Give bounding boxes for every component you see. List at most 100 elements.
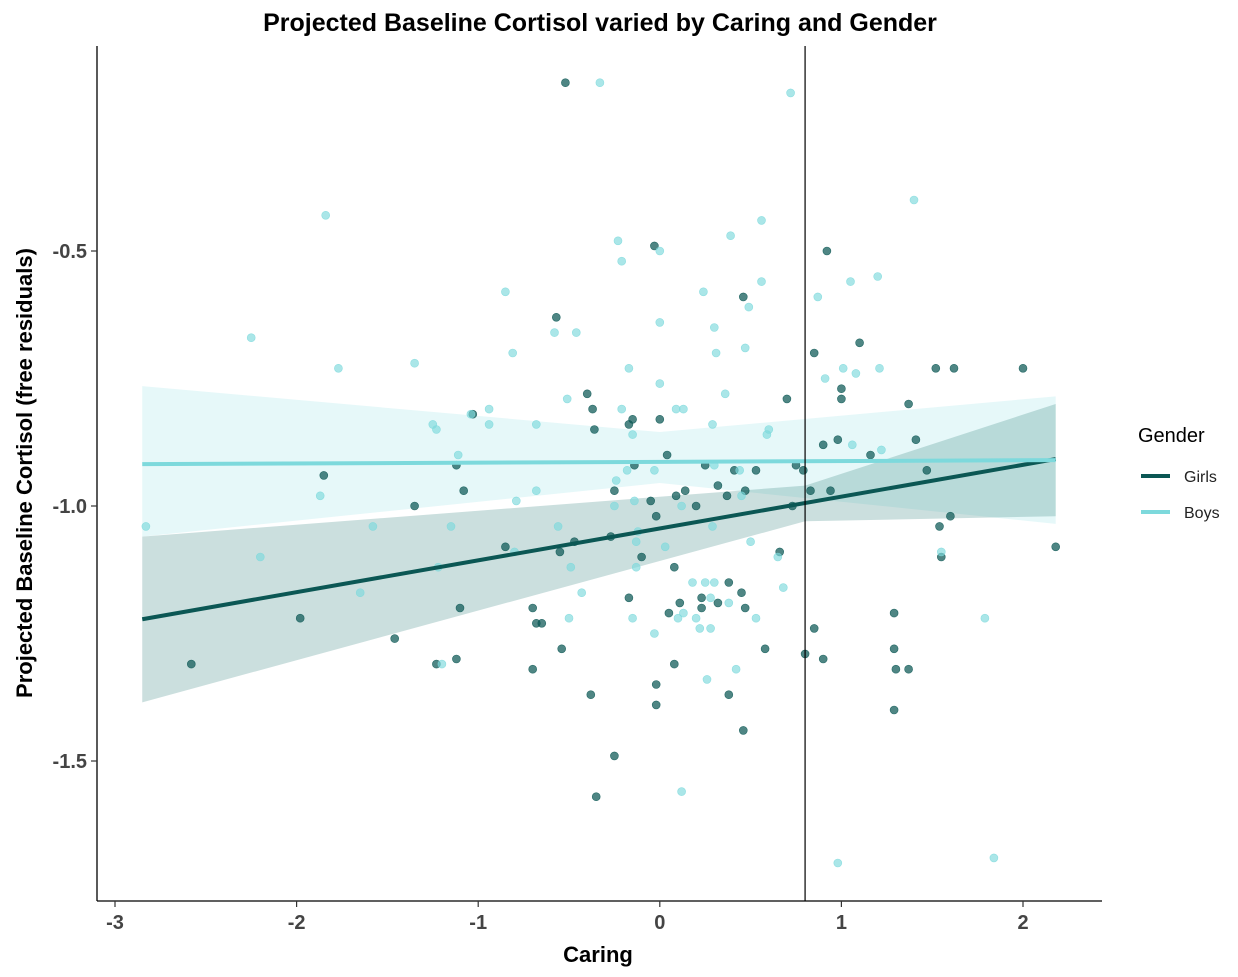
- data-point-girls: [722, 491, 732, 501]
- data-point-boys: [617, 256, 627, 266]
- data-point-boys: [737, 491, 746, 501]
- data-point-girls: [826, 486, 835, 496]
- data-point-boys: [677, 501, 686, 511]
- data-point-boys: [702, 675, 712, 684]
- data-point-boys: [735, 465, 745, 475]
- data-point-boys: [757, 216, 766, 225]
- data-point-girls: [1018, 363, 1028, 373]
- fit-lines: [141, 457, 1057, 622]
- data-point-girls: [390, 634, 400, 643]
- data-point-boys: [613, 236, 623, 246]
- data-point-boys: [630, 496, 639, 506]
- data-point-boys: [315, 491, 325, 501]
- data-point-boys: [706, 593, 715, 603]
- data-point-boys: [246, 333, 256, 343]
- data-point-girls: [588, 404, 597, 414]
- data-point-girls: [664, 608, 674, 618]
- data-point-girls: [669, 562, 679, 572]
- data-point-girls: [586, 690, 596, 700]
- data-point-girls: [697, 593, 706, 603]
- data-point-girls: [582, 389, 592, 399]
- data-point-boys: [724, 598, 734, 608]
- data-point-girls: [557, 644, 567, 654]
- data-point-boys: [368, 522, 378, 531]
- data-point-boys: [611, 476, 621, 485]
- fit-line-girls: [141, 457, 1057, 622]
- data-point-boys: [751, 613, 761, 623]
- x-tick-label: -2: [288, 912, 306, 934]
- data-point-girls: [949, 363, 959, 373]
- data-point-boys: [708, 420, 717, 429]
- data-point-girls: [837, 384, 846, 394]
- data-point-boys: [334, 363, 343, 373]
- data-point-boys: [564, 613, 574, 623]
- data-point-girls: [740, 603, 750, 613]
- data-point-girls: [889, 705, 899, 715]
- data-point-boys: [255, 552, 265, 562]
- data-point-boys: [699, 287, 708, 297]
- data-point-boys: [691, 613, 701, 623]
- data-point-girls: [651, 700, 661, 710]
- data-point-boys: [846, 277, 855, 286]
- data-point-boys: [813, 292, 823, 302]
- data-point-boys: [740, 343, 750, 353]
- axes: -3 -2 -1 0 1 2 -0.5 -1.0 -1.5: [53, 46, 1102, 934]
- legend-title: Gender: [1138, 425, 1205, 447]
- x-tick-label: -1: [469, 912, 487, 934]
- data-point-girls: [610, 751, 619, 761]
- data-point-girls: [610, 486, 619, 496]
- legend-label-girls: Girls: [1184, 469, 1217, 486]
- data-point-girls: [187, 659, 196, 669]
- data-point-boys: [720, 389, 730, 399]
- data-point-girls: [809, 624, 819, 633]
- data-point-girls: [889, 644, 899, 654]
- data-point-girls: [697, 603, 706, 613]
- data-point-girls: [946, 511, 955, 521]
- confidence-bands: [142, 386, 1056, 703]
- data-point-girls: [637, 552, 646, 562]
- data-point-boys: [628, 430, 637, 439]
- data-point-girls: [459, 486, 469, 496]
- data-point-boys: [875, 363, 884, 373]
- data-point-boys: [617, 404, 627, 414]
- data-point-girls: [561, 78, 570, 87]
- data-point-boys: [936, 547, 946, 557]
- data-point-girls: [675, 598, 685, 608]
- x-tick-label: -3: [106, 912, 124, 934]
- data-point-boys: [688, 578, 697, 587]
- data-point-boys: [610, 501, 619, 511]
- data-point-girls: [591, 792, 601, 802]
- data-point-girls: [713, 598, 723, 608]
- x-tick-label: 2: [1017, 912, 1028, 934]
- fit-line-boys: [142, 458, 1056, 467]
- data-point-boys: [466, 409, 476, 419]
- data-point-boys: [508, 348, 518, 358]
- data-point-boys: [622, 465, 632, 475]
- data-point-girls: [662, 450, 672, 460]
- data-point-boys: [773, 552, 783, 562]
- data-point-boys: [432, 425, 441, 434]
- data-point-boys: [980, 613, 990, 623]
- data-point-boys: [531, 486, 541, 496]
- data-point-boys: [655, 246, 665, 256]
- data-point-girls: [452, 654, 461, 664]
- data-point-boys: [989, 853, 999, 863]
- data-point-boys: [762, 430, 772, 439]
- data-point-boys: [628, 613, 637, 623]
- chart-title: Projected Baseline Cortisol varied by Ca…: [263, 9, 937, 37]
- data-point-boys: [833, 858, 843, 868]
- data-point-girls: [782, 394, 792, 404]
- data-point-boys: [847, 440, 857, 450]
- data-point-boys: [141, 522, 151, 531]
- data-point-boys: [655, 379, 665, 388]
- data-point-girls: [911, 435, 921, 445]
- data-point-girls: [528, 664, 538, 674]
- data-point-girls: [537, 618, 547, 628]
- data-point-girls: [528, 603, 538, 613]
- data-point-girls: [501, 542, 510, 552]
- x-tick-label: 1: [836, 912, 847, 934]
- data-point-boys: [709, 578, 719, 587]
- data-point-girls: [904, 664, 913, 674]
